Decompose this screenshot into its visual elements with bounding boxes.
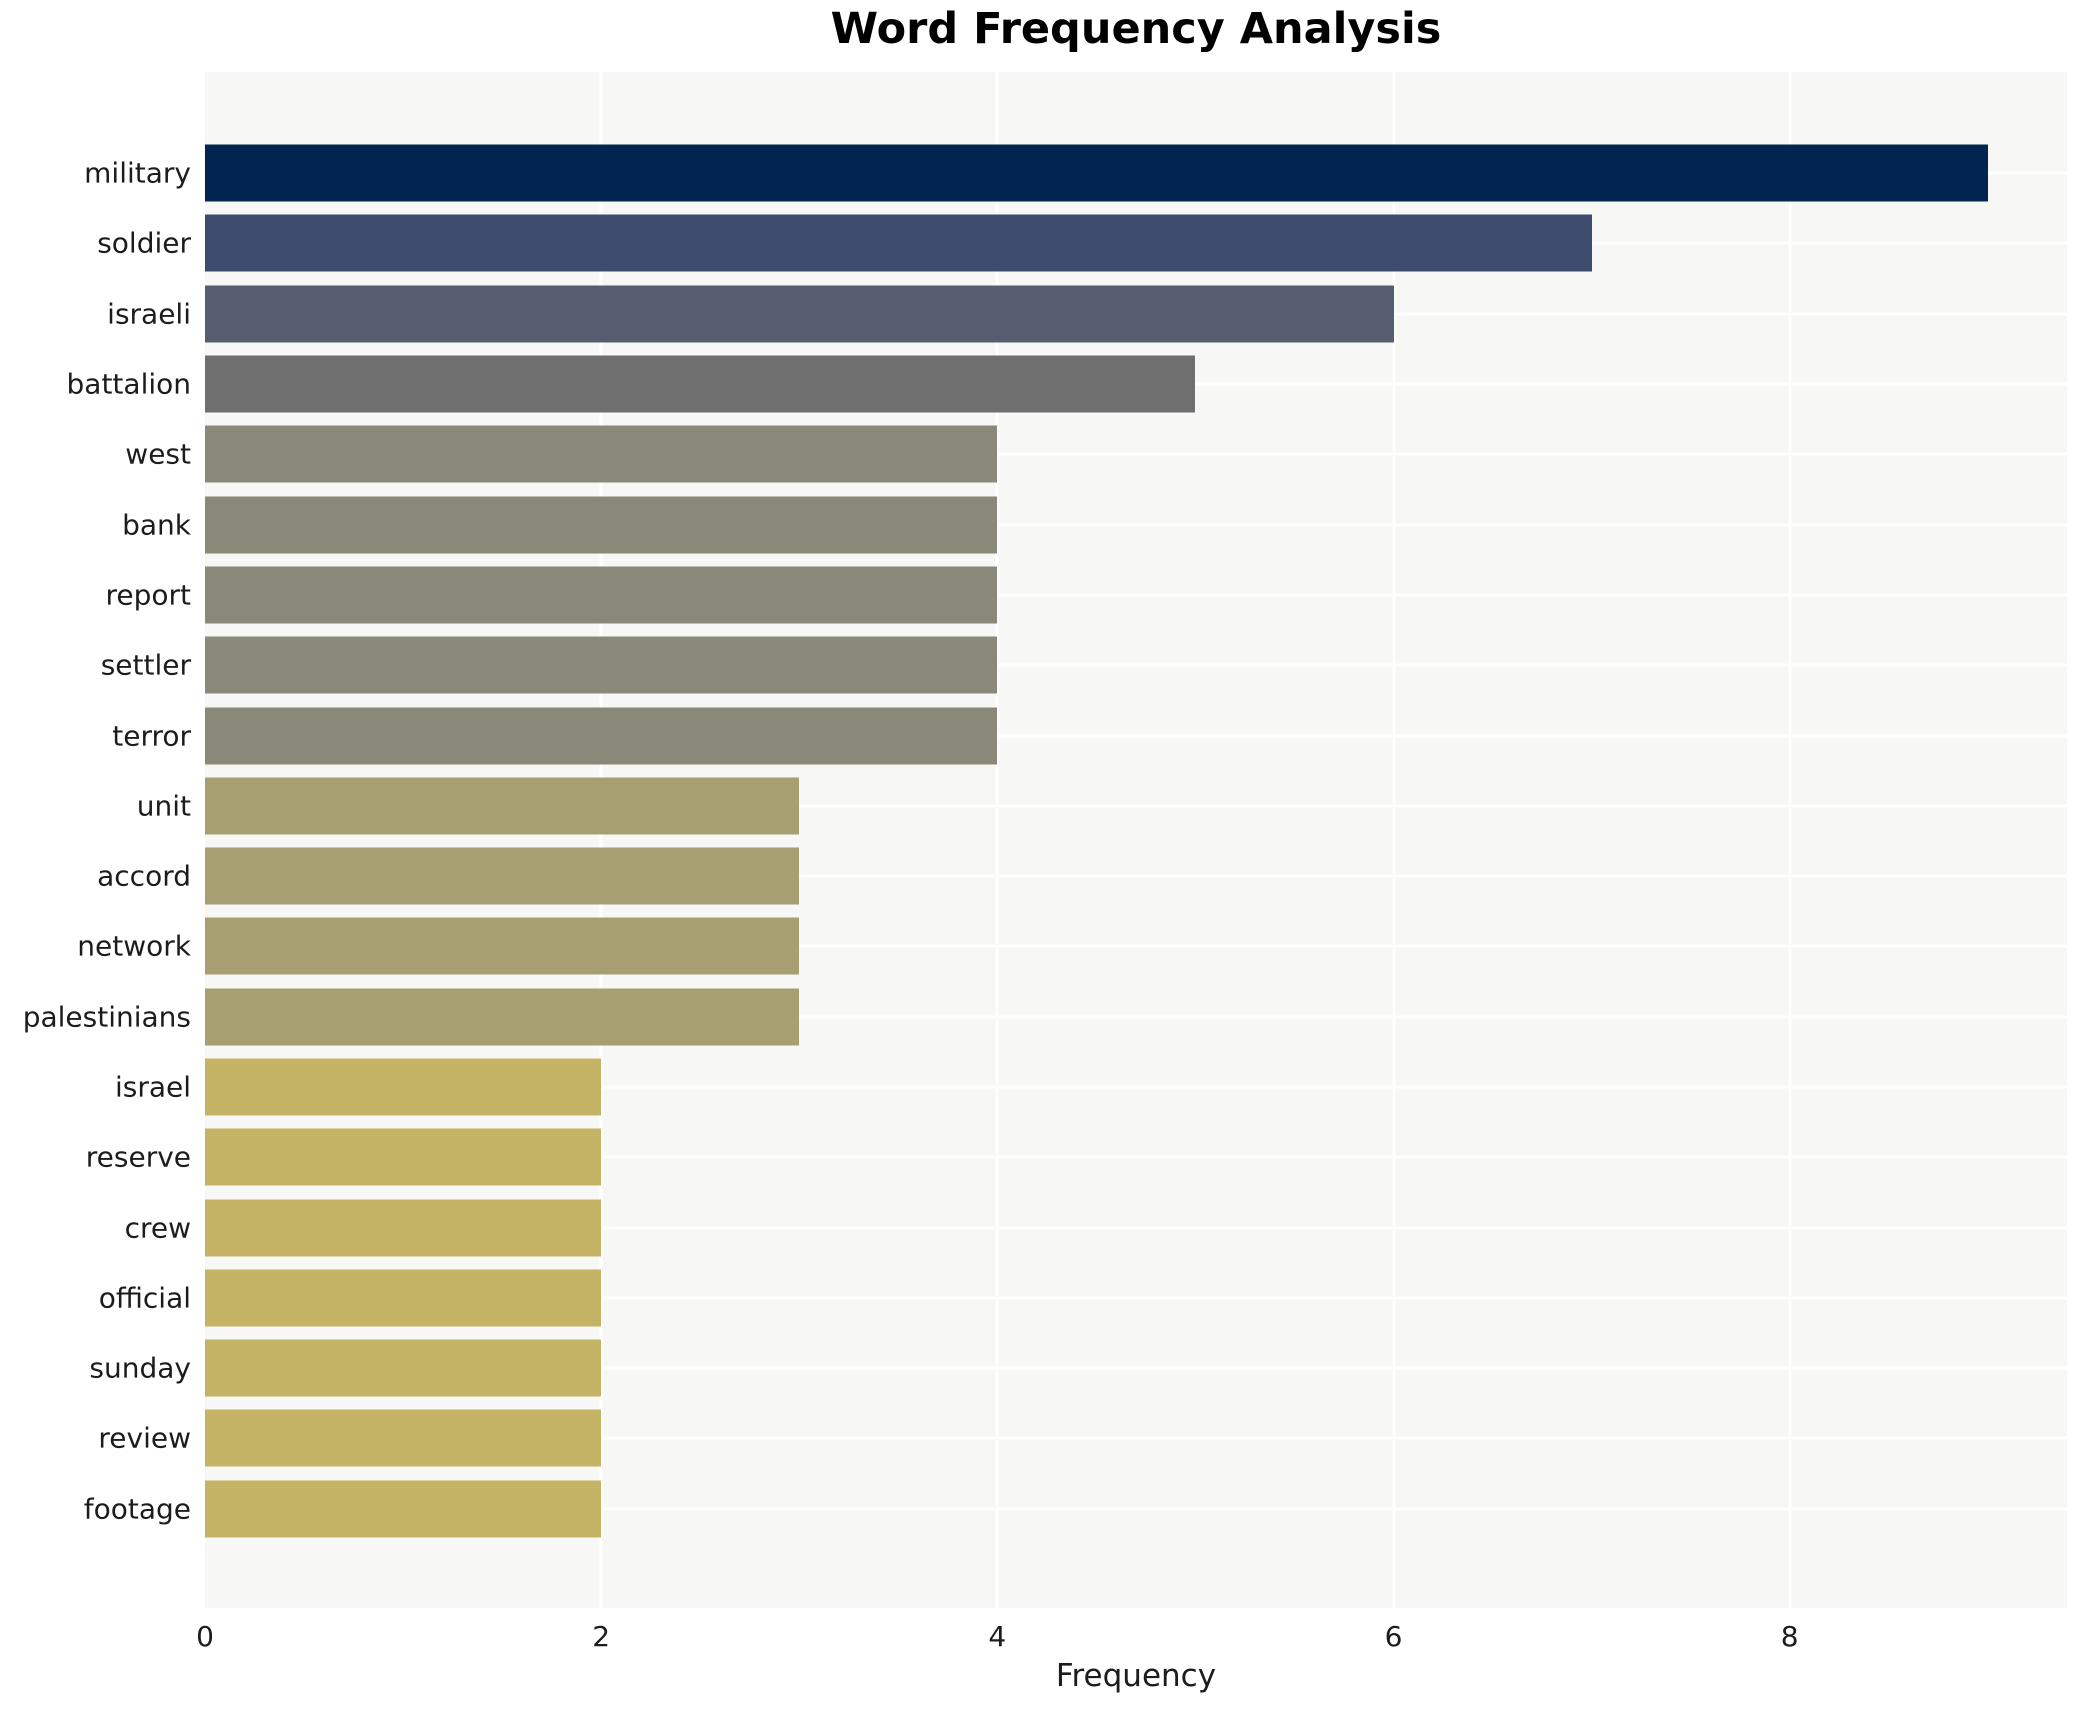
gridline-horizontal — [205, 1507, 2067, 1511]
bar-accord — [205, 847, 800, 905]
bar-row: israel — [115, 1052, 2067, 1122]
y-tick-label: footage — [83, 1492, 191, 1526]
bar-crew — [205, 1199, 602, 1257]
gridline-horizontal — [205, 1226, 2067, 1230]
y-tick-label: soldier — [97, 226, 191, 260]
bar-row: crew — [125, 1192, 2067, 1262]
gridline-vertical — [1392, 72, 1395, 1608]
bar-reserve — [205, 1128, 602, 1186]
bar-row: military — [84, 138, 2067, 208]
y-tick-label: bank — [122, 508, 191, 542]
y-tick-label: settler — [100, 648, 191, 682]
y-tick-label: unit — [136, 789, 191, 823]
gridline-horizontal — [205, 452, 2067, 456]
y-tick-label: military — [84, 156, 191, 190]
gridline-horizontal — [205, 804, 2067, 808]
gridline-horizontal — [205, 663, 2067, 667]
bar-sunday — [205, 1339, 602, 1397]
gridline-horizontal — [205, 1155, 2067, 1159]
bar-palestinians — [205, 988, 800, 1046]
x-tick-label: 6 — [1384, 1620, 1403, 1653]
bar-report — [205, 566, 998, 624]
y-tick-label: israeli — [107, 297, 191, 331]
bar-israel — [205, 1058, 602, 1116]
y-tick-label: sunday — [89, 1351, 191, 1385]
gridline-horizontal — [205, 734, 2067, 738]
bar-row: official — [99, 1263, 2067, 1333]
gridline-horizontal — [205, 1296, 2067, 1300]
y-tick-label: reserve — [85, 1140, 191, 1174]
bar-row: israeli — [107, 279, 2067, 349]
bar-israeli — [205, 285, 1394, 343]
gridline-horizontal — [205, 593, 2067, 597]
x-tick-label: 8 — [1780, 1620, 1799, 1653]
bar-official — [205, 1269, 602, 1327]
bar-row: settler — [101, 630, 2067, 700]
gridline-horizontal — [205, 1366, 2067, 1370]
bar-military — [205, 144, 1988, 202]
bar-row: battalion — [67, 349, 2067, 419]
y-tick-label: west — [125, 437, 191, 471]
x-tick-label: 2 — [592, 1620, 611, 1653]
plot-area: 0 2 4 6 8 military soldier israeli battalion west… — [23, 72, 2067, 1653]
bar-row: review — [98, 1403, 2067, 1473]
bar-row: footage — [84, 1474, 2067, 1544]
bar-terror — [205, 707, 998, 765]
bar-battalion — [205, 355, 1196, 413]
bar-row: reserve — [86, 1122, 2067, 1192]
y-tick-label: terror — [112, 719, 191, 753]
bar-footage — [205, 1480, 602, 1538]
bar-settler — [205, 636, 998, 694]
bar-soldier — [205, 214, 1592, 272]
gridline-vertical — [599, 72, 603, 1608]
bar-row: accord — [97, 841, 2067, 911]
gridline-vertical — [995, 72, 999, 1608]
y-tick-label: report — [105, 578, 191, 612]
bar-network — [205, 917, 800, 975]
y-tick-label: network — [77, 929, 191, 963]
bar-row: report — [105, 560, 2067, 630]
gridline-horizontal — [205, 1015, 2067, 1019]
bar-row: terror — [112, 700, 2067, 770]
bar-unit — [205, 777, 800, 835]
x-tick-label: 0 — [196, 1620, 214, 1653]
bar-row: palestinians — [23, 982, 2067, 1052]
x-axis-label: Frequency — [1055, 1658, 1217, 1694]
y-tick-label: review — [98, 1421, 191, 1455]
y-tick-label: battalion — [66, 367, 191, 401]
bar-row: bank — [122, 489, 2067, 559]
bar-row: sunday — [89, 1333, 2067, 1403]
bar-row: unit — [137, 771, 2067, 841]
bar-row: soldier — [97, 208, 2067, 278]
y-tick-label: accord — [97, 859, 191, 893]
gridline-horizontal — [205, 944, 2067, 948]
bar-bank — [205, 496, 998, 554]
gridline-vertical — [1788, 72, 1792, 1608]
gridline-horizontal — [205, 874, 2067, 878]
gridline-horizontal — [205, 1436, 2067, 1440]
x-tick-label: 4 — [988, 1620, 1007, 1653]
bar-row: network — [77, 911, 2067, 981]
bar-rows: military soldier israeli battalion west bank r… — [23, 138, 2067, 1544]
gridline-horizontal — [205, 1085, 2067, 1089]
bar-west — [205, 425, 998, 483]
y-tick-label: crew — [124, 1211, 191, 1245]
gridline-horizontal — [205, 523, 2067, 527]
bar-row: west — [125, 419, 2067, 489]
y-tick-label: palestinians — [22, 1000, 191, 1034]
chart-title: Word Frequency Analysis — [830, 4, 1442, 54]
bar-review — [205, 1409, 602, 1467]
y-tick-label: official — [98, 1281, 191, 1315]
y-tick-label: israel — [114, 1070, 191, 1104]
